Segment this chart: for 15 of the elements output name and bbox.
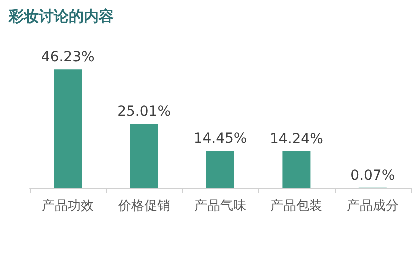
data-label: 46.23% [41,50,95,66]
data-label: 14.45% [194,131,248,148]
x-tick-label: 产品包装 [270,199,323,214]
x-tick-label: 价格促销 [117,199,170,214]
x-tick-label: 产品气味 [194,199,246,214]
bar [282,152,311,188]
bar [54,70,82,188]
x-tick-label: 产品功效 [42,199,94,214]
bar [130,124,158,188]
data-label: 14.24% [270,132,324,148]
data-label: 0.07% [350,168,396,184]
data-label: 25.01% [118,104,171,120]
x-tick-label: 产品成分 [346,199,399,214]
bar [206,151,234,188]
chart-title: 彩妆讨论的内容 [8,8,114,26]
